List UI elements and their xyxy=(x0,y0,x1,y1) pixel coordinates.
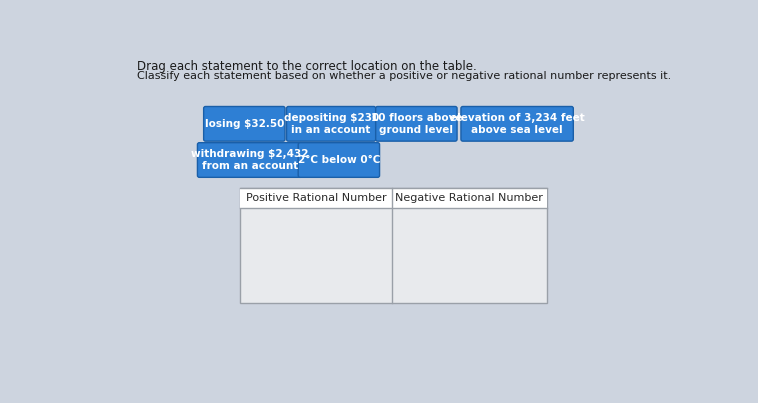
FancyBboxPatch shape xyxy=(204,106,285,141)
Text: Positive Rational Number: Positive Rational Number xyxy=(246,193,387,203)
Text: withdrawing $2,432
from an account: withdrawing $2,432 from an account xyxy=(191,149,309,171)
Text: 2°C below 0°C: 2°C below 0°C xyxy=(298,155,380,165)
Text: depositing $230
in an account: depositing $230 in an account xyxy=(283,112,379,135)
Text: Drag each statement to the correct location on the table.: Drag each statement to the correct locat… xyxy=(137,60,477,73)
FancyBboxPatch shape xyxy=(287,106,376,141)
FancyBboxPatch shape xyxy=(240,188,547,303)
FancyBboxPatch shape xyxy=(240,188,547,208)
FancyBboxPatch shape xyxy=(376,106,457,141)
FancyBboxPatch shape xyxy=(298,143,380,177)
Text: 10 floors above
ground level: 10 floors above ground level xyxy=(371,112,462,135)
Text: Negative Rational Number: Negative Rational Number xyxy=(396,193,543,203)
Text: losing $32.50: losing $32.50 xyxy=(205,119,284,129)
Text: elevation of 3,234 feet
above sea level: elevation of 3,234 feet above sea level xyxy=(449,112,584,135)
Text: Classify each statement based on whether a positive or negative rational number : Classify each statement based on whether… xyxy=(137,71,672,81)
FancyBboxPatch shape xyxy=(197,143,302,177)
FancyBboxPatch shape xyxy=(461,106,573,141)
